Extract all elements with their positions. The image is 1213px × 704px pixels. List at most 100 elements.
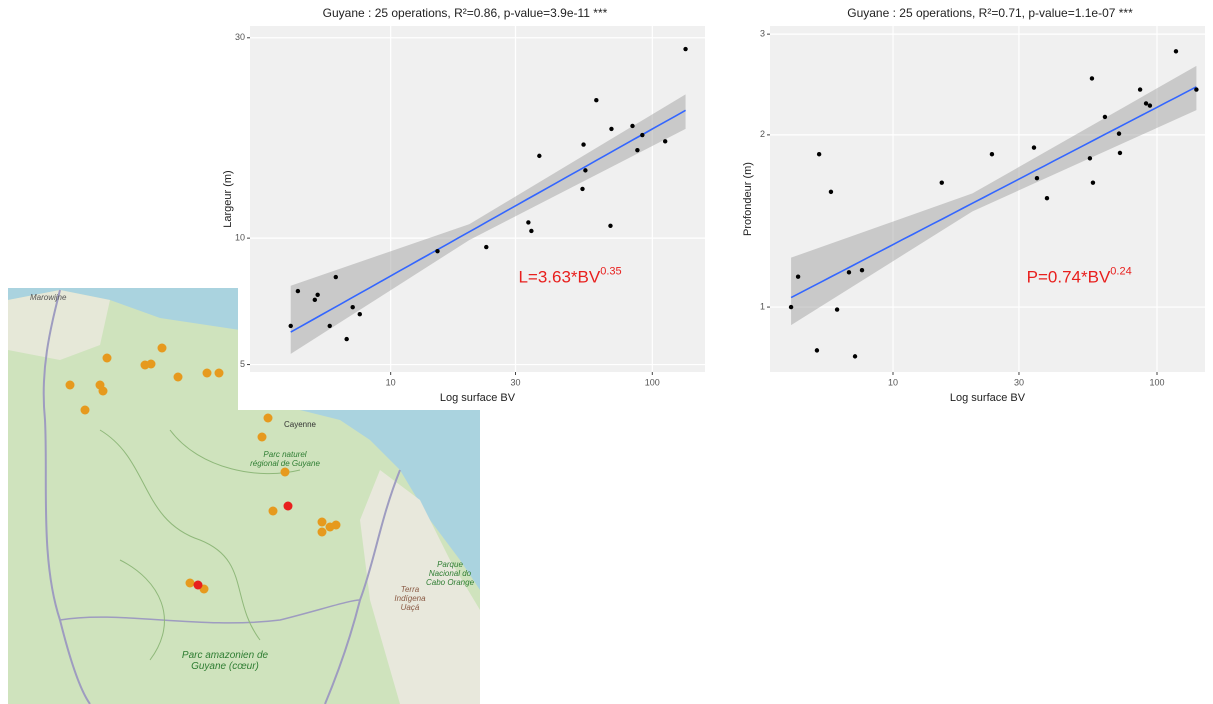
data-point <box>859 267 865 273</box>
x-tick-label: 100 <box>1149 377 1164 387</box>
plot-panel <box>770 26 1205 372</box>
data-point <box>662 139 668 144</box>
x-tick-label: 10 <box>386 377 396 387</box>
annotation: P=0.74*BV0.24 <box>1027 265 1132 287</box>
annotation-text: L=3.63*BV <box>518 268 600 287</box>
map-site <box>202 368 212 378</box>
data-point <box>344 336 349 342</box>
data-point <box>288 323 293 329</box>
data-point <box>357 311 362 317</box>
data-point <box>939 180 944 185</box>
map-ocean <box>8 288 240 330</box>
x-tick-label: 30 <box>510 377 520 387</box>
data-point <box>581 142 586 147</box>
data-point <box>1044 195 1050 201</box>
data-point <box>312 297 318 303</box>
data-point <box>828 189 834 195</box>
chart-title: Guyane : 25 operations, R²=0.71, p-value… <box>847 6 1133 20</box>
map-site <box>98 386 108 396</box>
data-point <box>1143 101 1149 106</box>
map-sites <box>65 343 341 594</box>
map-site <box>214 368 224 378</box>
map-site <box>102 353 112 363</box>
map-label-box: Terra Indígena Uaçá <box>394 585 425 612</box>
map-label: Parque Nacional do Cabo Orange <box>425 560 475 587</box>
data-point <box>1102 114 1108 120</box>
data-point <box>1090 180 1096 185</box>
y-tick-label: 10 <box>235 233 245 243</box>
map-site <box>146 359 156 369</box>
data-point <box>630 123 635 129</box>
map-site <box>268 506 278 516</box>
data-point <box>635 147 640 153</box>
data-point <box>852 354 858 359</box>
y-tick-label: 5 <box>240 359 245 369</box>
confidence-band <box>791 65 1197 326</box>
data-point <box>989 152 995 157</box>
annotation: L=3.63*BV0.35 <box>518 265 621 287</box>
data-point <box>580 186 585 192</box>
chart-title: Guyane : 25 operations, R²=0.86, p-value… <box>323 6 608 20</box>
data-point <box>1194 87 1199 92</box>
data-point <box>327 323 332 329</box>
data-point <box>594 98 599 103</box>
data-point <box>788 304 794 310</box>
map-site <box>280 467 290 477</box>
map-border-west <box>42 289 91 704</box>
map-site <box>65 380 75 390</box>
chart: 1 2 3 10 30 100 Guyane : 25 operations, R²=0.7… <box>742 0 1213 410</box>
map-site <box>257 432 267 442</box>
data-point <box>608 223 613 228</box>
map-label-box: Parque Nacional do Cabo Orange <box>425 560 475 587</box>
data-point <box>350 304 355 310</box>
data-point <box>333 274 338 280</box>
chart: 5 10 30 10 30 100 Guyane : 25 operations, R²=0… <box>222 0 710 410</box>
x-tick-label: 30 <box>1014 377 1024 387</box>
data-point <box>609 126 614 132</box>
data-point <box>526 220 531 225</box>
data-point <box>537 153 542 159</box>
map-site-highlight <box>283 501 293 511</box>
data-point <box>1087 156 1093 161</box>
map-site <box>331 520 341 530</box>
y-tick-label: 3 <box>760 29 765 39</box>
data-point <box>1147 103 1153 108</box>
data-point <box>295 288 301 294</box>
map-border-east <box>324 469 401 704</box>
annotation-exponent: 0.35 <box>600 265 621 277</box>
data-point <box>435 248 440 254</box>
y-tick-label: 1 <box>760 301 765 311</box>
data-point <box>1031 145 1037 150</box>
map-site <box>263 413 273 423</box>
map-site <box>317 517 327 527</box>
x-axis-label: Log surface BV <box>950 392 1026 404</box>
data-point <box>795 274 801 279</box>
map-label-box: Parc naturel régional de Guyane <box>250 450 320 468</box>
data-point <box>583 168 588 173</box>
map-label-box: Parc amazonien de Guyane (cœur) <box>182 650 268 672</box>
data-point <box>816 152 822 157</box>
map-site <box>80 405 90 415</box>
y-axis-label: Largeur (m) <box>222 170 234 227</box>
map-label: Cayenne <box>284 420 317 429</box>
map-site-highlight <box>193 580 203 590</box>
data-point <box>1034 175 1040 181</box>
map-site <box>317 527 327 537</box>
data-point <box>1173 49 1179 54</box>
map-site <box>173 372 183 382</box>
data-point <box>846 270 852 275</box>
map-site <box>157 343 167 353</box>
plot-panel <box>250 26 705 372</box>
data-point <box>1116 131 1122 136</box>
y-tick-label: 2 <box>760 129 765 139</box>
annotation-text: P=0.74*BV <box>1027 268 1111 287</box>
data-point <box>484 244 489 250</box>
map-border-south <box>59 599 361 624</box>
map-brazil-coast <box>360 470 480 704</box>
annotation-exponent: 0.24 <box>1110 265 1131 277</box>
data-point <box>834 307 840 312</box>
map-suriname-coast <box>8 290 110 360</box>
data-point <box>1117 150 1123 156</box>
x-tick-label: 100 <box>645 377 660 387</box>
